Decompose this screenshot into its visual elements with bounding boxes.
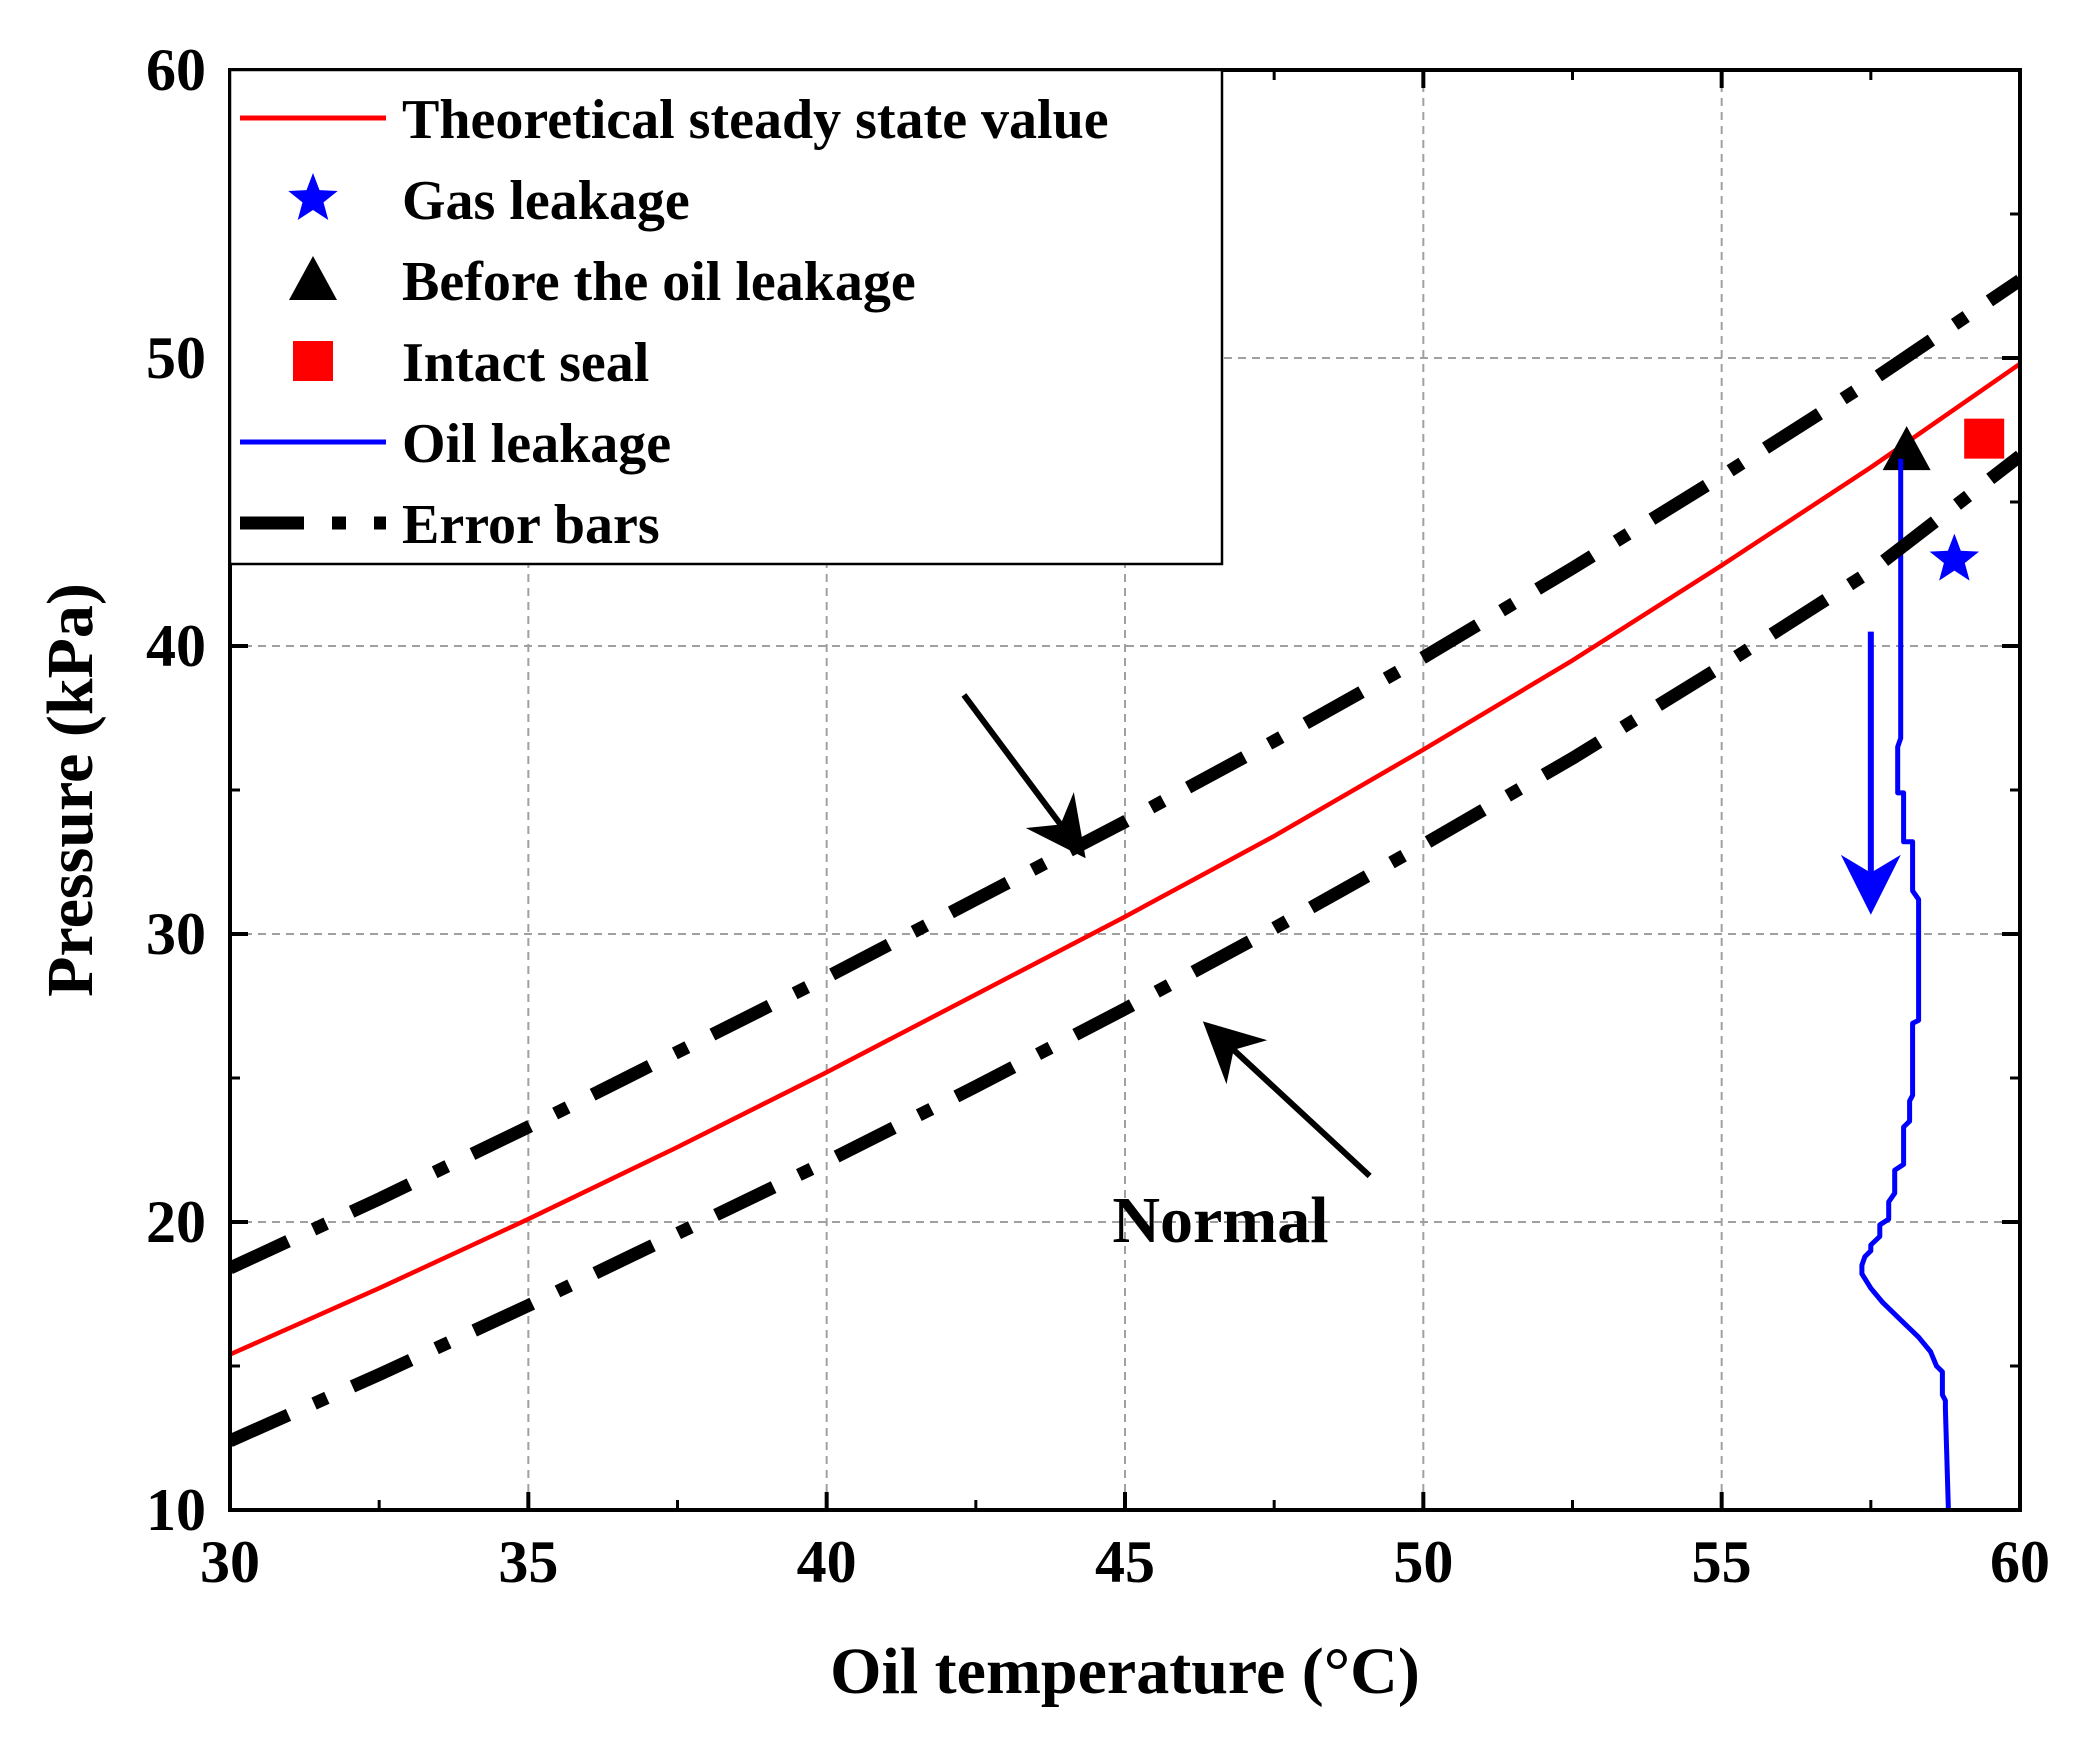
y-axis-label: Pressure (kPa): [34, 583, 107, 997]
legend-swatch-gas-leakage: [288, 173, 338, 220]
y-tick-label: 10: [146, 1477, 206, 1543]
legend-label-error-bars: Error bars: [402, 494, 660, 556]
annotation-arrow: [961, 693, 1086, 859]
annotations: Normal: [961, 631, 1901, 1257]
legend-label-oil-leakage: Oil leakage: [402, 413, 671, 475]
legend-swatch-before-the-oil-leakage: [289, 256, 337, 300]
marker-before-the-oil-leakage: [1882, 426, 1931, 471]
y-tick-label: 50: [146, 325, 206, 391]
legend-label-before-the-oil-leakage: Before the oil leakage: [402, 251, 916, 313]
y-tick-label: 40: [146, 613, 206, 679]
legend-swatch-intact-seal: [293, 341, 333, 381]
annotation-arrow: [1202, 1021, 1372, 1179]
annotation-text-normal: Normal: [1112, 1184, 1328, 1257]
x-tick-label: 45: [1095, 1529, 1155, 1595]
legend: Theoretical steady state value Gas leakag…: [228, 68, 1224, 566]
x-tick-label: 60: [1990, 1529, 2050, 1595]
x-tick-label: 40: [797, 1529, 857, 1595]
x-tick-label: 30: [200, 1529, 260, 1595]
series-oil-leakage: [1859, 458, 1951, 1510]
legend-label-gas-leakage: Gas leakage: [402, 170, 690, 232]
legend-label-intact-seal: Intact seal: [402, 332, 649, 394]
legend-label-theoretical-steady-state-value: Theoretical steady state value: [402, 89, 1109, 151]
x-tick-label: 55: [1692, 1529, 1752, 1595]
x-axis-label: Oil temperature (°C): [830, 1635, 1420, 1708]
x-tick-label: 50: [1393, 1529, 1453, 1595]
marker-intact-seal: [1964, 418, 2005, 459]
series-theoretical-steady-state-value: [230, 361, 2020, 1357]
x-tick-label: 35: [498, 1529, 558, 1595]
y-tick-label: 30: [146, 901, 206, 967]
y-tick-label: 60: [146, 37, 206, 103]
series-error-bars: [230, 274, 2020, 1274]
series-error-bars-lower: [230, 450, 2020, 1447]
series-layer: [230, 274, 2020, 1510]
legend-box: [228, 68, 1224, 566]
marker-gas-leakage: [1929, 533, 1980, 581]
y-tick-label: 20: [146, 1189, 206, 1255]
